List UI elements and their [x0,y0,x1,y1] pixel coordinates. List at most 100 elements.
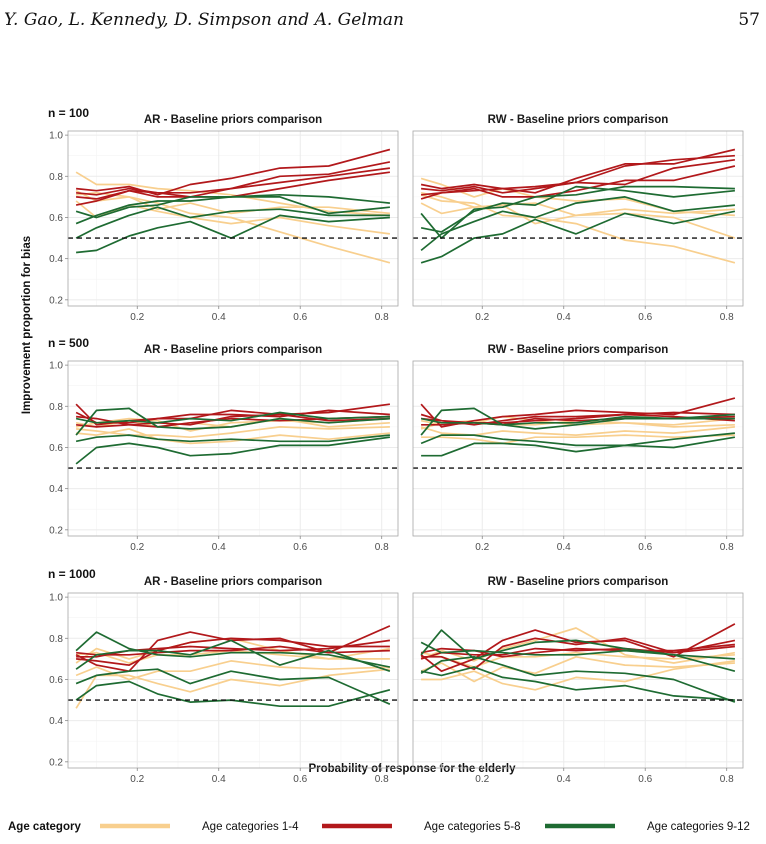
series-line-green [420,196,735,252]
legend-label: Age categories 5-8 [424,821,521,833]
series-line-green [75,193,390,219]
y-tick-label: 1.0 [49,593,63,604]
series-line-light [76,428,390,445]
series-line-green [75,407,390,436]
x-tick-label: 0.4 [212,542,226,553]
series-line-green [420,666,735,701]
panel-title: RW - Baseline priors comparison [488,576,669,588]
series-line-light [75,660,390,681]
y-tick-label: 0.4 [49,716,63,727]
x-axis-label: Probability of response for the elderly [308,763,516,775]
panel: RW - Baseline priors comparison 0.2 0.4 0.6… [412,114,744,323]
series-line-green [75,639,391,673]
series-line-light [421,660,736,691]
series-line-red [76,639,391,658]
x-tick-label: 0.8 [375,312,389,323]
x-tick-label: 0.2 [130,774,144,785]
panel: AR - Baseline priors comparison 0.2 0.4 0.6… [49,576,399,785]
x-tick-label: 0.4 [557,312,571,323]
series-line-light [420,191,735,217]
x-tick-label: 0.8 [375,774,389,785]
panel-border [412,360,744,537]
x-tick-label: 0.8 [720,774,734,785]
series-line-green [420,185,735,239]
series-line-light [421,434,735,445]
row-label: n = 1000 [48,567,96,581]
x-tick-label: 0.6 [638,542,652,553]
series-line-light [420,655,735,683]
panel-title: AR - Baseline priors comparison [144,576,322,588]
y-axis-label: Improvement proportion for bias [21,236,33,414]
x-tick-label: 0.2 [475,774,489,785]
series-line-green [76,214,390,254]
panel-border [67,360,399,537]
x-tick-label: 0.8 [375,542,389,553]
y-tick-label: 1.0 [49,361,63,372]
panel-border [412,592,744,769]
y-tick-label: 0.2 [49,295,63,306]
series-line-green [420,655,736,703]
y-tick-label: 0.8 [49,634,63,645]
x-tick-label: 0.4 [212,312,226,323]
panel-title: AR - Baseline priors comparison [144,114,322,126]
y-tick-label: 1.0 [49,131,63,142]
y-tick-label: 0.2 [49,757,63,768]
series-line-light [420,426,735,436]
series-line-red [421,413,735,426]
y-tick-label: 0.2 [49,525,63,536]
series-line-light [75,189,391,264]
legend-label: Age categories 1-4 [202,821,299,833]
panel: RW - Baseline priors comparison 0.2 0.4 0.6… [412,576,744,785]
y-tick-label: 0.8 [49,402,63,413]
x-tick-label: 0.4 [212,774,226,785]
y-tick-label: 0.4 [49,254,63,265]
series-line-green [75,668,391,705]
x-tick-label: 0.8 [720,542,734,553]
series-line-green [75,631,391,668]
x-tick-label: 0.2 [130,542,144,553]
series-line-light [420,202,736,239]
legend-label: Age categories 9-12 [647,821,750,833]
series-line-green [420,641,735,660]
y-tick-label: 0.6 [49,443,63,454]
legend-title: Age category [8,821,81,833]
panel-title: RW - Baseline priors comparison [488,114,669,126]
panel-border [67,130,399,307]
x-tick-label: 0.6 [293,774,307,785]
series-line-red [76,148,391,196]
page-number: 57 [738,10,760,30]
x-tick-label: 0.6 [293,542,307,553]
x-tick-label: 0.6 [293,312,307,323]
panel-title: RW - Baseline priors comparison [488,344,669,356]
panel: AR - Baseline priors comparison 0.2 0.4 0.6… [49,114,399,323]
series-line-red [421,637,736,671]
x-tick-label: 0.6 [638,774,652,785]
page-header: Y. Gao, L. Kennedy, D. Simpson and A. Ge… [4,10,762,34]
x-tick-label: 0.6 [638,312,652,323]
series-line-green [420,185,735,233]
series-line-green [75,436,391,465]
series-line-green [75,680,391,708]
x-tick-label: 0.4 [557,542,571,553]
y-tick-label: 0.8 [49,172,63,183]
series-line-green [75,434,390,443]
panel-border [67,592,399,769]
running-head-authors: Y. Gao, L. Kennedy, D. Simpson and A. Ge… [4,10,404,30]
y-tick-label: 0.6 [49,675,63,686]
x-tick-label: 0.4 [557,774,571,785]
panel-title: AR - Baseline priors comparison [144,344,322,356]
series-line-red [420,645,735,660]
series-line-red [420,158,736,200]
y-tick-label: 0.4 [49,484,63,495]
series-line-red [76,637,390,666]
x-tick-label: 0.2 [475,542,489,553]
panel: AR - Baseline priors comparison 0.2 0.4 0.6… [49,344,399,553]
series-line-red [76,413,390,428]
row-label: n = 100 [48,106,89,120]
series-line-red [420,148,736,194]
series-line-green [420,415,735,426]
series-line-green [421,436,736,457]
series-line-red [76,161,391,196]
row-label: n = 500 [48,336,89,350]
